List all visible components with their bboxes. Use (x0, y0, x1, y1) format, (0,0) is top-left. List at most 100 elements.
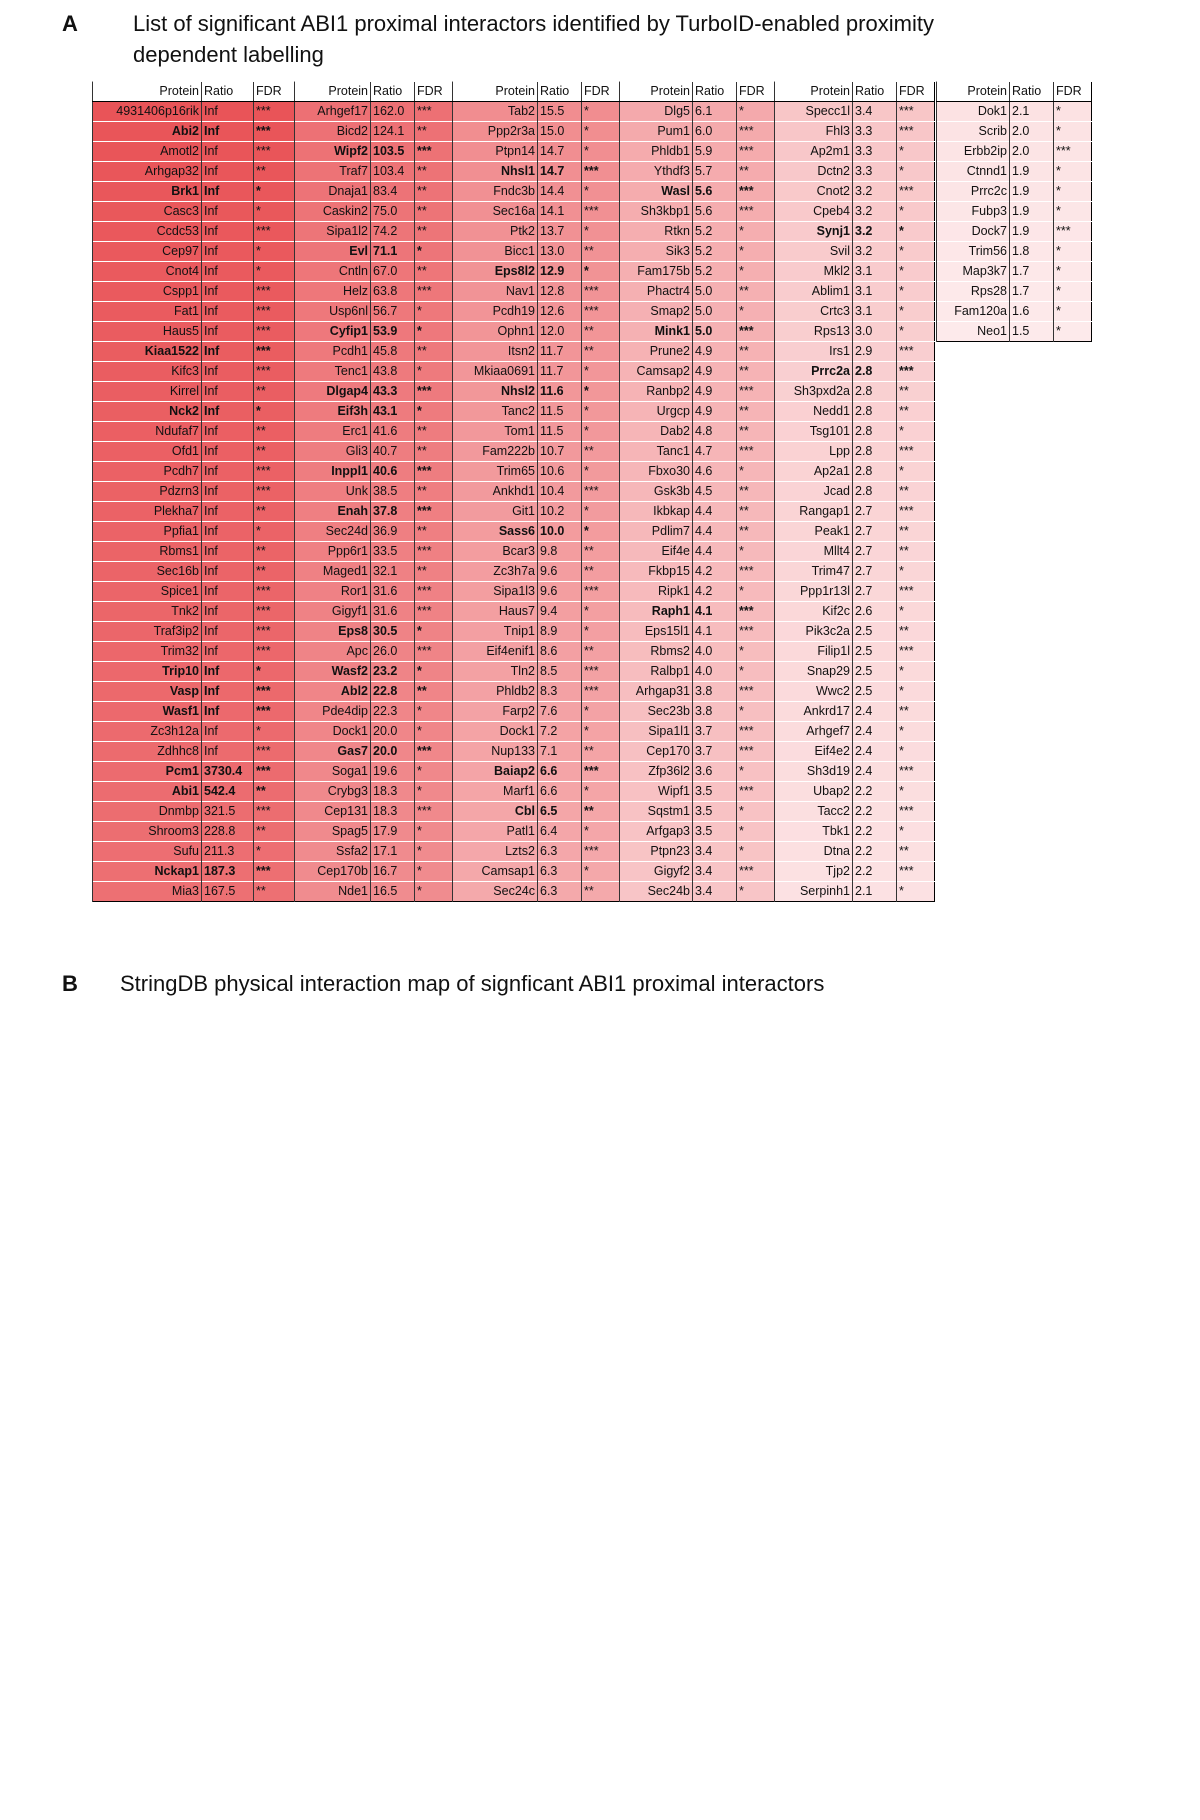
table-group: Protein Ratio FDR Dlg5 6.1 * Pum1 6.0 *** Phldb1 5… (619, 81, 775, 902)
table-row: Ralbp1 4.0 * (619, 661, 775, 682)
table-row: Pdlim7 4.4 ** (619, 521, 775, 542)
protein-cell: Eif3h (294, 401, 371, 422)
ratio-cell: 5.6 (692, 201, 737, 222)
fdr-cell: * (896, 421, 935, 442)
ratio-cell: 2.1 (852, 881, 897, 902)
protein-cell: Ssfa2 (294, 841, 371, 862)
fdr-cell: * (736, 221, 775, 242)
protein-cell: Zc3h12a (92, 721, 202, 742)
protein-cell: Trim56 (936, 241, 1010, 262)
protein-cell: Arhgef17 (294, 101, 371, 122)
table-row: Fkbp15 4.2 *** (619, 561, 775, 582)
protein-cell: Ptpn23 (619, 841, 693, 862)
table-row: Dock1 7.2 * (452, 721, 620, 742)
fdr-cell: * (896, 301, 935, 322)
table-row: Baiap2 6.6 *** (452, 761, 620, 782)
fdr-cell: ** (896, 481, 935, 502)
ratio-cell: 5.0 (692, 281, 737, 302)
table-row: Eps15l1 4.1 *** (619, 621, 775, 642)
table-row: 4931406p16rik Inf *** (92, 101, 295, 122)
panel-label: A (62, 11, 78, 36)
protein-cell: Sipa1l2 (294, 221, 371, 242)
protein-cell: Rps28 (936, 281, 1010, 302)
fdr-cell: *** (736, 181, 775, 202)
protein-cell: Spice1 (92, 581, 202, 602)
protein-cell: Ranbp2 (619, 381, 693, 402)
ratio-cell: 13.0 (537, 241, 582, 262)
fdr-cell: ** (736, 521, 775, 542)
ratio-cell: 2.4 (852, 761, 897, 782)
ratio-cell: 4.5 (692, 481, 737, 502)
protein-cell: Dock1 (294, 721, 371, 742)
table-row: Camsap1 6.3 * (452, 861, 620, 882)
table-row: Fhl3 3.3 *** (774, 121, 935, 142)
fdr-cell: *** (581, 201, 620, 222)
fdr-cell: ** (581, 561, 620, 582)
protein-cell: Peak1 (774, 521, 853, 542)
protein-cell: Eps8l2 (452, 261, 538, 282)
protein-cell: Cep131 (294, 801, 371, 822)
fdr-cell: ** (581, 341, 620, 362)
fdr-cell: ** (896, 621, 935, 642)
table-row: Sec16a 14.1 *** (452, 201, 620, 222)
fdr-cell: * (736, 701, 775, 722)
table-row: Crybg3 18.3 * (294, 781, 453, 802)
ratio-cell: 1.8 (1009, 241, 1054, 262)
ratio-cell: 74.2 (370, 221, 415, 242)
ratio-cell: 12.0 (537, 321, 582, 342)
table-row: Sass6 10.0 * (452, 521, 620, 542)
table-row: Kirrel Inf ** (92, 381, 295, 402)
protein-cell: Pde4dip (294, 701, 371, 722)
protein-cell: Fhl3 (774, 121, 853, 142)
protein-cell: Trip10 (92, 661, 202, 682)
protein-cell: Gigyf1 (294, 601, 371, 622)
table-row: Tsg101 2.8 * (774, 421, 935, 442)
ratio-cell: 4.6 (692, 461, 737, 482)
ratio-cell: 30.5 (370, 621, 415, 642)
protein-cell: Ralbp1 (619, 661, 693, 682)
fdr-cell: * (896, 741, 935, 762)
ratio-cell: Inf (201, 521, 254, 542)
ratio-cell: Inf (201, 161, 254, 182)
fdr-cell: * (1053, 121, 1092, 142)
ratio-cell: 2.5 (852, 641, 897, 662)
fdr-cell: * (581, 701, 620, 722)
protein-cell: Pcm1 (92, 761, 202, 782)
ratio-cell: Inf (201, 141, 254, 162)
ratio-cell: 13.7 (537, 221, 582, 242)
protein-cell: Brk1 (92, 181, 202, 202)
table-row: Tnk2 Inf *** (92, 601, 295, 622)
ratio-cell: 9.4 (537, 601, 582, 622)
fdr-cell: *** (581, 761, 620, 782)
fdr-cell: *** (414, 141, 453, 162)
table-row: Prrc2c 1.9 * (936, 181, 1092, 202)
table-row: Ythdf3 5.7 ** (619, 161, 775, 182)
table-row: Abi1 542.4 ** (92, 781, 295, 802)
fdr-cell: * (414, 861, 453, 882)
fdr-cell: *** (1053, 141, 1092, 162)
fdr-cell: *** (581, 301, 620, 322)
table-row: Snap29 2.5 * (774, 661, 935, 682)
ratio-cell: 6.4 (537, 821, 582, 842)
table-row: Peak1 2.7 ** (774, 521, 935, 542)
table-row: Sipa1l3 9.6 *** (452, 581, 620, 602)
ratio-cell: 4.2 (692, 561, 737, 582)
protein-cell: Cbl (452, 801, 538, 822)
table-row: Tom1 11.5 * (452, 421, 620, 442)
table-group: Protein Ratio FDR 4931406p16rik Inf *** Abi2 In… (92, 81, 295, 902)
ratio-cell: 31.6 (370, 601, 415, 622)
protein-cell: Eps8 (294, 621, 371, 642)
table-row: Phldb2 8.3 *** (452, 681, 620, 702)
table-row: Irs1 2.9 *** (774, 341, 935, 362)
protein-cell: Fubp3 (936, 201, 1010, 222)
ratio-cell: 53.9 (370, 321, 415, 342)
fdr-cell: *** (414, 641, 453, 662)
table-row: Phldb1 5.9 *** (619, 141, 775, 162)
fdr-cell: ** (253, 821, 295, 842)
ratio-cell: 2.7 (852, 541, 897, 562)
ratio-cell: 8.5 (537, 661, 582, 682)
table-row: Ubap2 2.2 * (774, 781, 935, 802)
ratio-cell: Inf (201, 421, 254, 442)
fdr-cell: *** (414, 381, 453, 402)
ratio-cell: 2.4 (852, 701, 897, 722)
